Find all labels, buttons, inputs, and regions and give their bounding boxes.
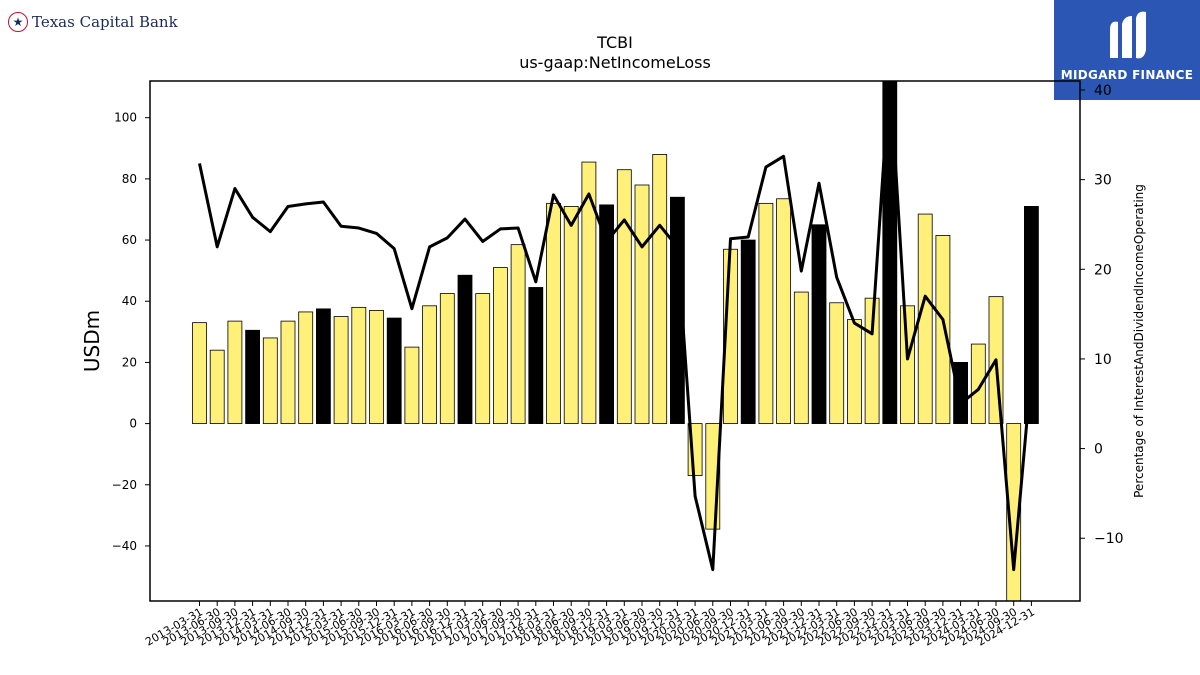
bar-2024-09-30 <box>1006 423 1022 601</box>
y-tick-label: 100 <box>114 111 137 125</box>
bar-2024-03-31 <box>970 343 986 424</box>
bar-2022-03-31 <box>829 302 845 424</box>
y-tick-label: 60 <box>122 233 137 247</box>
y2-axis-label: Percentage of InterestAndDividendIncomeO… <box>1132 184 1146 498</box>
bar-2016-03-31 <box>404 346 420 424</box>
bar-2013-06-30 <box>209 349 225 424</box>
bar-2019-09-30 <box>652 154 668 424</box>
sponsor-name: MIDGARD FINANCE <box>1060 68 1194 82</box>
plot-frame <box>149 80 1081 602</box>
y-tick-label: 0 <box>129 417 137 431</box>
bar-2014-12-31 <box>315 308 331 424</box>
y2-tick-label: 0 <box>1094 442 1103 458</box>
bar-2018-09-30 <box>581 161 597 424</box>
bar-2023-03-31 <box>900 305 915 424</box>
bar-2021-06-30 <box>776 198 791 424</box>
y2-tick-label: −10 <box>1094 531 1124 547</box>
chart-title: TCBI <box>596 33 633 52</box>
bar-2017-09-30 <box>510 244 526 424</box>
bar-2013-03-31 <box>192 322 207 424</box>
y-tick-label: −40 <box>112 539 137 553</box>
y2-tick-label: 30 <box>1094 173 1112 189</box>
star-icon: ★ <box>8 12 28 32</box>
bar-2021-03-31 <box>758 202 774 424</box>
bar-2022-06-30 <box>847 319 862 424</box>
ratio-line <box>198 81 1033 572</box>
bar-2015-03-31 <box>333 316 349 424</box>
bar-2024-12-31 <box>1024 206 1039 424</box>
y-tick-label: 80 <box>122 172 137 186</box>
bar-2014-09-30 <box>298 311 314 424</box>
bar-2015-06-30 <box>351 306 367 424</box>
bar-2019-12-31 <box>670 196 685 424</box>
y-tick-label: 20 <box>122 355 137 369</box>
bar-2021-12-31 <box>811 224 827 424</box>
bar-2022-12-31 <box>882 81 898 424</box>
bar-2015-12-31 <box>386 317 402 424</box>
bar-2017-12-31 <box>528 287 544 424</box>
bar-2015-09-30 <box>369 310 384 424</box>
chart-subtitle: us-gaap:NetIncomeLoss <box>519 53 711 72</box>
bar-2014-06-30 <box>280 320 296 424</box>
bar-2018-03-31 <box>546 202 561 424</box>
plot-layer: −40−20020406080100−100102030402013-03-31… <box>112 81 1124 649</box>
bank-name: Texas Capital Bank <box>32 13 178 31</box>
bar-2018-12-31 <box>599 204 614 424</box>
bar-2023-09-30 <box>935 235 951 424</box>
bar-2022-09-30 <box>864 297 880 424</box>
bar-2013-12-31 <box>245 329 261 424</box>
y2-tick-label: 20 <box>1094 262 1112 278</box>
bar-2013-09-30 <box>227 320 243 424</box>
y2-tick-label: 40 <box>1094 83 1112 99</box>
bar-2017-06-30 <box>492 267 508 424</box>
bar-2019-03-31 <box>616 169 632 424</box>
bar-2016-06-30 <box>422 305 438 424</box>
y-tick-label: 40 <box>122 294 137 308</box>
bar-2023-12-31 <box>953 362 968 424</box>
bar-2021-09-30 <box>793 291 809 424</box>
bar-2020-12-31 <box>740 239 756 424</box>
y-tick-label: −20 <box>112 478 137 492</box>
midgard-finance-logo: MIDGARD FINANCE <box>1054 0 1200 100</box>
bar-2017-03-31 <box>475 293 491 424</box>
bar-2014-03-31 <box>262 337 278 424</box>
bar-2016-12-31 <box>457 274 473 424</box>
bar-2016-09-30 <box>439 293 455 424</box>
texas-capital-bank-logo: ★ Texas Capital Bank <box>8 12 178 32</box>
bar-2019-06-30 <box>634 184 650 424</box>
y2-tick-label: 10 <box>1094 352 1112 368</box>
bar-2018-06-30 <box>563 206 579 424</box>
midgard-mark-icon <box>1110 11 1146 59</box>
y-axis-label: USDm <box>80 310 104 372</box>
